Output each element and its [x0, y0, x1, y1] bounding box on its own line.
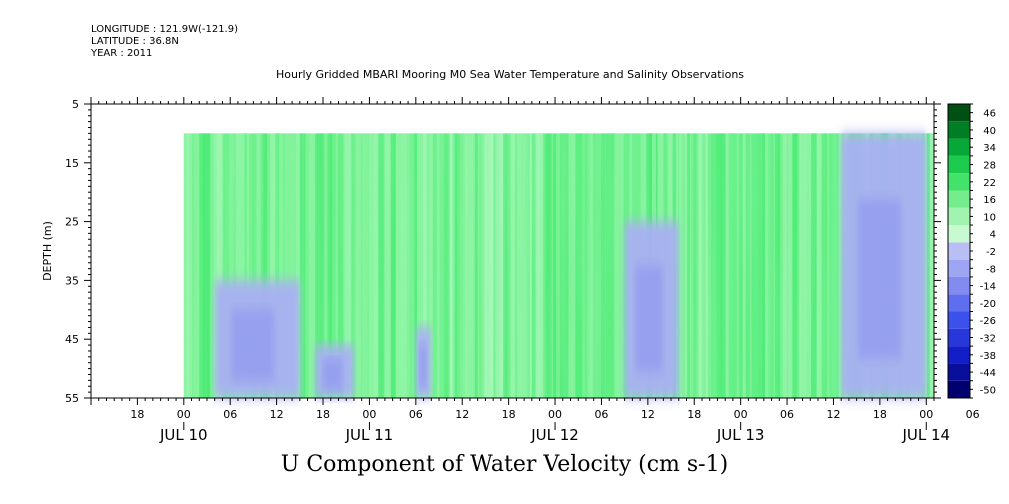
y-tick-label: 25	[65, 216, 79, 229]
axes: 1800061218000612180006121800061218000612…	[41, 97, 980, 444]
x-hour-label: 06	[594, 408, 608, 421]
colorbar-bin	[948, 363, 970, 381]
negative-region-core	[858, 199, 901, 359]
x-day-label: JUL 12	[530, 426, 579, 444]
x-hour-label: 06	[223, 408, 237, 421]
x-day-label: JUL 11	[345, 426, 394, 444]
colorbar-bin	[948, 259, 970, 277]
x-hour-label: 00	[734, 408, 748, 421]
x-hour-label: 18	[687, 408, 701, 421]
y-tick-label: 15	[65, 157, 79, 170]
x-hour-label: 12	[270, 408, 284, 421]
x-hour-label: 06	[966, 408, 980, 421]
colorbar-bin	[948, 138, 970, 156]
longitude-label: LONGITUDE : 121.9W(-121.9)	[91, 24, 238, 35]
negative-region-core	[323, 358, 343, 391]
x-hour-label: 06	[409, 408, 423, 421]
colorbar-label: -44	[980, 368, 996, 379]
colorbar-label: -38	[980, 351, 996, 362]
year-label: YEAR : 2011	[91, 48, 153, 59]
colorbar: 46 40 34 28 22 16 10 4 -2 -8 -14 -20 -26 -32 -38 -44 -50	[947, 103, 996, 399]
colorbar-label: 4	[990, 230, 996, 241]
x-day-label: JUL 14	[901, 426, 950, 444]
x-hour-label: 12	[641, 408, 655, 421]
colorbar-label: -32	[980, 333, 996, 344]
colorbar-bin	[948, 155, 970, 174]
colorbar-label: 46	[983, 109, 996, 120]
colorbar-bin	[948, 242, 970, 260]
colorbar-bin	[948, 121, 970, 139]
y-tick-label: 45	[65, 333, 79, 346]
colorbar-bin	[948, 207, 970, 226]
chart-title: Hourly Gridded MBARI Mooring M0 Sea Wate…	[275, 68, 745, 81]
y-tick-label: 55	[65, 392, 79, 405]
colorbar-bin	[948, 311, 970, 329]
colorbar-label: -8	[986, 264, 996, 275]
x-hour-label: 18	[873, 408, 887, 421]
colorbar-label: 40	[983, 126, 996, 137]
colorbar-label: 16	[983, 195, 996, 206]
colorbar-label: -20	[980, 299, 996, 310]
colorbar-bin	[948, 328, 970, 347]
x-hour-label: 18	[316, 408, 330, 421]
colorbar-bin	[948, 276, 970, 295]
heatmap-layer	[183, 133, 934, 398]
variable-label: U Component of Water Velocity (cm s-1)	[280, 452, 729, 477]
colorbar-label: -14	[980, 282, 996, 293]
colorbar-label: 28	[983, 161, 996, 172]
x-hour-label: 12	[455, 408, 469, 421]
y-axis-label: DEPTH (m)	[41, 221, 54, 281]
colorbar-bin	[948, 190, 970, 208]
negative-region-core	[231, 309, 275, 381]
colorbar-label: -2	[986, 247, 996, 258]
y-tick-label: 5	[72, 98, 79, 111]
colorbar-bin	[948, 346, 970, 364]
x-hour-label: 06	[780, 408, 794, 421]
x-day-label: JUL 13	[716, 426, 765, 444]
latitude-label: LATITUDE : 36.8N	[91, 36, 179, 47]
colorbar-bin	[948, 225, 970, 243]
colorbar-bin	[948, 173, 970, 191]
x-hour-label: 00	[362, 408, 376, 421]
negative-region-core	[635, 265, 663, 372]
x-hour-label: 00	[548, 408, 562, 421]
colorbar-label: 10	[983, 212, 996, 223]
x-hour-label: 18	[502, 408, 516, 421]
negative-region-core	[418, 345, 427, 388]
colorbar-bin	[948, 294, 970, 312]
x-hour-label: 18	[130, 408, 144, 421]
colorbar-bin	[948, 104, 970, 122]
colorbar-bin	[948, 380, 970, 398]
y-tick-label: 35	[65, 274, 79, 287]
colorbar-label: -26	[980, 316, 996, 327]
texture-noise	[183, 133, 934, 398]
colorbar-label: 34	[983, 143, 996, 154]
x-hour-label: 00	[919, 408, 933, 421]
colorbar-label: -50	[980, 385, 996, 396]
x-hour-label: 12	[826, 408, 840, 421]
colorbar-label: 22	[983, 178, 996, 189]
x-day-label: JUL 10	[159, 426, 208, 444]
x-hour-label: 00	[177, 408, 191, 421]
